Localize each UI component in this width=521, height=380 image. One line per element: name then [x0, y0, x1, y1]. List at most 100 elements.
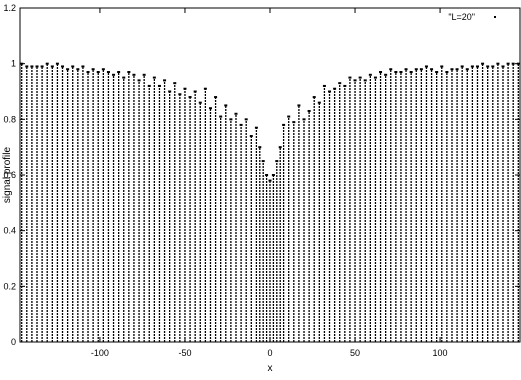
bar-cap: [81, 65, 85, 68]
bar-cap: [343, 84, 347, 87]
bar-cap: [414, 68, 418, 71]
bar-cap: [322, 84, 326, 87]
bar-cap: [147, 84, 151, 87]
bar-cap: [430, 68, 434, 71]
bar-cap: [142, 73, 146, 76]
bar-cap: [389, 68, 393, 71]
legend-label: "L=20": [448, 12, 475, 22]
bar-cap: [214, 96, 218, 99]
bar-cap: [86, 71, 90, 74]
bar-cap: [127, 71, 131, 74]
bar-cap: [475, 65, 479, 68]
bar-cap: [419, 68, 423, 71]
bar-cap: [271, 174, 275, 176]
bar-cap: [178, 93, 182, 96]
y-tick-label: 1: [11, 59, 16, 69]
legend: "L=20": [448, 12, 496, 22]
bar-cap: [239, 123, 243, 126]
bar-cap: [193, 90, 197, 93]
x-tick-label: -50: [178, 348, 191, 358]
bar-cap: [282, 123, 286, 126]
x-tick-label: 0: [267, 348, 272, 358]
bar-cap: [379, 71, 383, 74]
bar-cap: [254, 126, 258, 129]
y-axis-label: signal profile: [2, 146, 13, 203]
bar-cap: [163, 79, 167, 82]
y-tick-label: 0.2: [3, 281, 16, 291]
bar-cap: [450, 68, 454, 71]
bar-cap: [188, 96, 192, 99]
bar-cap: [363, 79, 367, 82]
bar-cap: [333, 87, 337, 90]
bar-cap: [71, 65, 75, 68]
bar-cap: [76, 68, 80, 71]
bar-cap: [275, 160, 279, 163]
bar-cap: [445, 71, 449, 74]
bar-cap: [312, 96, 316, 99]
bar-cap: [373, 76, 377, 79]
bar-cap: [440, 65, 444, 68]
bar-cap: [292, 121, 296, 124]
bar-cap: [137, 79, 141, 82]
bar-cap: [501, 65, 505, 68]
bar-cap: [106, 71, 110, 74]
bar-cap: [491, 65, 495, 68]
bar-cap: [208, 107, 212, 110]
bar-cap: [265, 174, 269, 176]
bar-cap: [338, 82, 342, 85]
ticks-layer: -100 -50 0 50 100 0 0.2 0.4 0.6 0.8 1 1.2: [3, 3, 520, 358]
bar-cap: [358, 76, 362, 79]
x-tick-label: 100: [433, 348, 448, 358]
bar-cap: [249, 135, 253, 138]
bar-cap: [348, 76, 352, 79]
bar-cap: [465, 68, 469, 71]
bar-cap: [317, 101, 321, 104]
bar-cap: [244, 118, 248, 121]
bar-cap: [424, 65, 428, 68]
bar-cap: [55, 62, 59, 65]
bar-cap: [268, 179, 272, 182]
bar-cap: [506, 62, 510, 65]
bar-cap: [409, 71, 413, 74]
bar-cap: [198, 101, 202, 104]
bar-cap: [258, 146, 262, 149]
bar-cap: [234, 112, 238, 115]
bar-cap: [96, 71, 100, 74]
bar-cap: [25, 65, 29, 68]
bar-cap: [50, 65, 54, 68]
bar-cap: [61, 65, 65, 68]
bar-cap: [302, 118, 306, 121]
bar-cap: [394, 71, 398, 74]
bar-cap: [353, 79, 357, 82]
plot-frame: [19, 7, 521, 343]
bar-cap: [91, 68, 95, 71]
bar-cap: [101, 68, 105, 71]
y-tick-label: 1.2: [3, 3, 16, 13]
x-tick-label: -100: [91, 348, 109, 358]
bar-cap: [278, 146, 282, 149]
y-tick-label: 0.6: [3, 170, 16, 180]
bar-cap: [45, 62, 49, 65]
bars-layer: [20, 62, 520, 342]
bar-cap: [173, 82, 177, 85]
bar-cap: [486, 65, 490, 68]
bar-cap: [66, 68, 70, 71]
bar-cap: [35, 65, 39, 68]
bar-cap: [157, 84, 161, 87]
bar-cap: [384, 73, 388, 76]
bar-cap: [117, 71, 121, 74]
bar-cap: [30, 65, 34, 68]
bar-cap: [219, 115, 223, 118]
bar-cap: [229, 118, 233, 121]
bar-cap: [511, 62, 515, 65]
bar-cap: [122, 76, 126, 79]
x-axis-label: x: [268, 363, 273, 374]
bar-cap: [455, 68, 459, 71]
bar-cap: [152, 76, 156, 79]
bar-cap: [203, 87, 207, 90]
bar-cap: [307, 109, 311, 112]
bar-cap: [481, 62, 485, 65]
bar-cap: [168, 90, 172, 93]
